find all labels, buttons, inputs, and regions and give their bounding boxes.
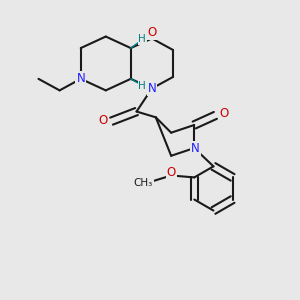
Text: N: N xyxy=(76,72,85,85)
Text: O: O xyxy=(147,26,157,39)
Text: O: O xyxy=(167,166,176,179)
Text: O: O xyxy=(219,107,229,120)
Text: CH₃: CH₃ xyxy=(134,178,153,188)
Text: N: N xyxy=(191,142,200,154)
Text: H: H xyxy=(138,81,146,91)
Text: H: H xyxy=(138,34,146,44)
Text: O: O xyxy=(98,114,107,127)
Text: N: N xyxy=(148,82,156,95)
